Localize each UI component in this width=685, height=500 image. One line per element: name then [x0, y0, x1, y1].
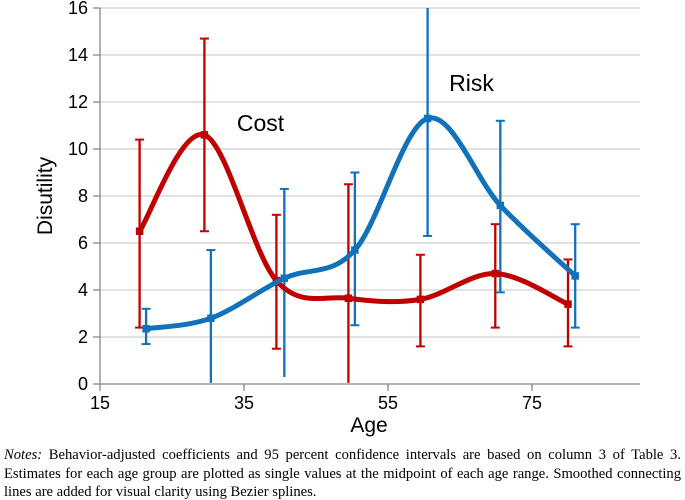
y-tick-label: 10: [68, 139, 88, 159]
risk-marker: [496, 201, 505, 210]
risk-marker: [207, 314, 215, 322]
x-tick-label: 55: [378, 393, 398, 413]
series-label-risk: Risk: [449, 70, 494, 96]
y-tick-label: 12: [68, 92, 88, 112]
y-tick-label: 8: [78, 186, 88, 206]
cost-marker: [416, 295, 425, 304]
x-axis-title: Age: [350, 414, 387, 437]
x-tick-label: 15: [90, 393, 110, 413]
cost-marker: [564, 300, 572, 308]
cost-marker: [135, 227, 144, 235]
disutility-by-age-chart: 0 2 4 6 8 10 12 14 16 15 35 55 75 Age Disutility Cost Ri…: [34, 0, 640, 437]
y-tick-label: 2: [78, 327, 88, 347]
y-tick-label: 6: [78, 233, 88, 253]
y-tick-label: 0: [78, 374, 88, 394]
risk-marker: [571, 272, 579, 280]
series-label-cost: Cost: [237, 110, 285, 136]
y-tick-label: 4: [78, 280, 88, 300]
cost-marker: [344, 294, 353, 302]
y-tick-label: 14: [68, 45, 88, 65]
notes-label: Notes:: [4, 447, 43, 463]
y-axis-title: Disutility: [34, 156, 57, 235]
cost-marker: [491, 269, 500, 278]
x-tick-label: 35: [234, 393, 254, 413]
risk-marker: [351, 246, 359, 254]
x-tick-label: 75: [522, 393, 542, 413]
figure-notes: Notes: Behavior-adjusted coefficients an…: [4, 446, 681, 500]
notes-text: Behavior-adjusted coefficients and 95 pe…: [4, 447, 681, 500]
risk-marker: [280, 274, 289, 282]
risk-marker: [142, 325, 150, 333]
risk-marker: [423, 114, 432, 123]
cost-marker: [200, 131, 209, 139]
y-tick-label: 16: [68, 0, 88, 18]
